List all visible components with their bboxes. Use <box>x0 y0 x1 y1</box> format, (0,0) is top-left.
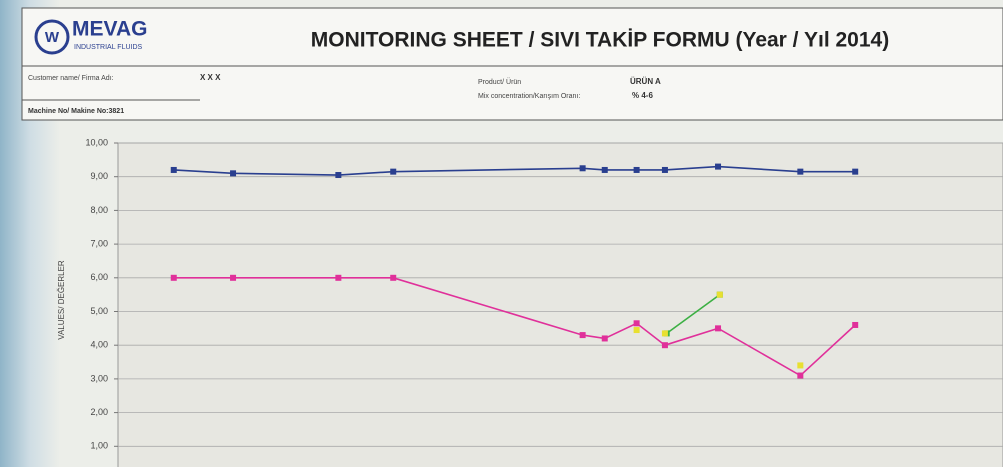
machine: Machine No/ Makine No:3821 <box>28 108 124 115</box>
point <box>633 320 640 327</box>
mix: % 4-6 <box>632 91 653 100</box>
customer: X X X <box>200 73 221 82</box>
y-axis-label: VALUES/ DEĞERLER <box>57 260 66 340</box>
mix-label: Mix concentration/Karışım Oranı: <box>478 93 580 100</box>
point <box>715 163 722 170</box>
point <box>633 166 640 173</box>
title: MONITORING SHEET / SIVI TAKİP FORMU (Yea… <box>311 29 889 52</box>
point <box>797 372 804 379</box>
point <box>797 362 804 369</box>
product-label: Product/ Ürün <box>478 78 521 86</box>
logo-mark <box>34 19 70 55</box>
point <box>661 330 668 337</box>
point <box>633 327 640 334</box>
y-tick-label: 10,00 <box>85 137 108 147</box>
y-tick-label: 9,00 <box>90 171 108 181</box>
point <box>579 332 586 339</box>
point <box>715 325 722 332</box>
y-tick-label: 6,00 <box>90 272 108 282</box>
point <box>852 321 859 328</box>
y-tick-label: 2,00 <box>90 407 108 417</box>
point <box>170 166 177 173</box>
y-tick-label: 4,00 <box>90 340 108 350</box>
y-tick-label: 3,00 <box>90 373 108 383</box>
point <box>335 274 342 281</box>
customer-label: Customer name/ Firma Adı: <box>28 75 114 82</box>
point <box>230 274 237 281</box>
point <box>661 166 668 173</box>
point <box>170 274 177 281</box>
y-tick-label: 5,00 <box>90 306 108 316</box>
point <box>797 168 804 175</box>
point <box>579 165 586 172</box>
product: ÜRÜN A <box>630 77 661 86</box>
point <box>230 170 237 177</box>
logo-sub: INDUSTRIAL FLUIDS <box>74 44 143 51</box>
point <box>335 172 342 179</box>
logo: MEVAG <box>72 18 147 41</box>
y-tick-label: 1,00 <box>90 441 108 451</box>
logo-glyph: W <box>45 29 60 46</box>
point <box>716 291 723 298</box>
series-line <box>666 294 721 335</box>
point <box>390 274 397 281</box>
point <box>601 335 608 342</box>
point <box>601 166 608 173</box>
header-box <box>21 7 1003 121</box>
point <box>390 168 397 175</box>
point <box>661 342 668 349</box>
y-tick-label: 7,00 <box>90 238 108 248</box>
y-tick-label: 8,00 <box>90 205 108 215</box>
plot-area <box>117 142 1003 467</box>
point <box>852 168 859 175</box>
